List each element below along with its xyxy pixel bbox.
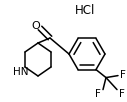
Text: HN: HN xyxy=(13,67,29,77)
Text: O: O xyxy=(32,21,40,31)
Text: F: F xyxy=(95,89,101,99)
Text: F: F xyxy=(120,70,126,80)
Text: F: F xyxy=(119,89,125,99)
Text: HCl: HCl xyxy=(75,3,95,17)
